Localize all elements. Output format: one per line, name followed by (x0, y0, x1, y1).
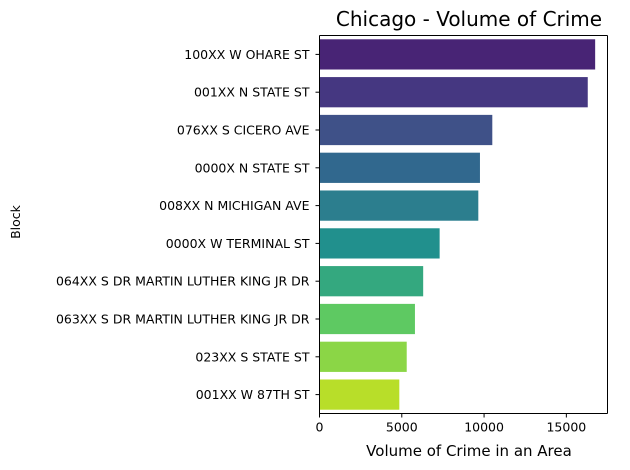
bar-10 (319, 379, 400, 410)
x-tick-label-10000: 10000 (464, 420, 504, 435)
bar-8 (319, 303, 415, 335)
chart-title: Chicago - Volume of Crime (336, 7, 602, 31)
y-tick-label-10: 001XX W 87TH ST (196, 387, 310, 402)
bar-3 (319, 114, 493, 146)
y-tick-label-4: 0000X N STATE ST (195, 160, 310, 175)
y-tick-label-5: 008XX N MICHIGAN AVE (159, 198, 309, 213)
bar-4 (319, 152, 480, 183)
y-tick-label-7: 064XX S DR MARTIN LUTHER KING JR DR (56, 274, 310, 289)
bar-6 (319, 228, 440, 259)
x-axis-label: Volume of Crime in an Area (366, 442, 572, 460)
bar-9 (319, 341, 407, 372)
y-tick-label-2: 001XX N STATE ST (194, 85, 310, 100)
x-tick-label-15000: 15000 (546, 420, 586, 435)
x-tick-label-5000: 5000 (386, 420, 418, 435)
y-tick-label-6: 0000X W TERMINAL ST (166, 236, 310, 251)
plot-area: 100XX W OHARE ST 001XX N STATE ST 076XX S … (56, 35, 608, 435)
bar-1 (319, 39, 596, 70)
bar-2 (319, 77, 588, 108)
y-tick-label-1: 100XX W OHARE ST (184, 47, 310, 62)
y-axis-label: Block (8, 204, 23, 239)
bar-7 (319, 266, 424, 297)
y-tick-label-3: 076XX S CICERO AVE (177, 123, 310, 138)
x-tick-label-0: 0 (316, 420, 324, 435)
bar-5 (319, 190, 479, 221)
y-tick-label-8: 063XX S DR MARTIN LUTHER KING JR DR (56, 312, 310, 327)
y-tick-label-9: 023XX S STATE ST (195, 349, 309, 364)
